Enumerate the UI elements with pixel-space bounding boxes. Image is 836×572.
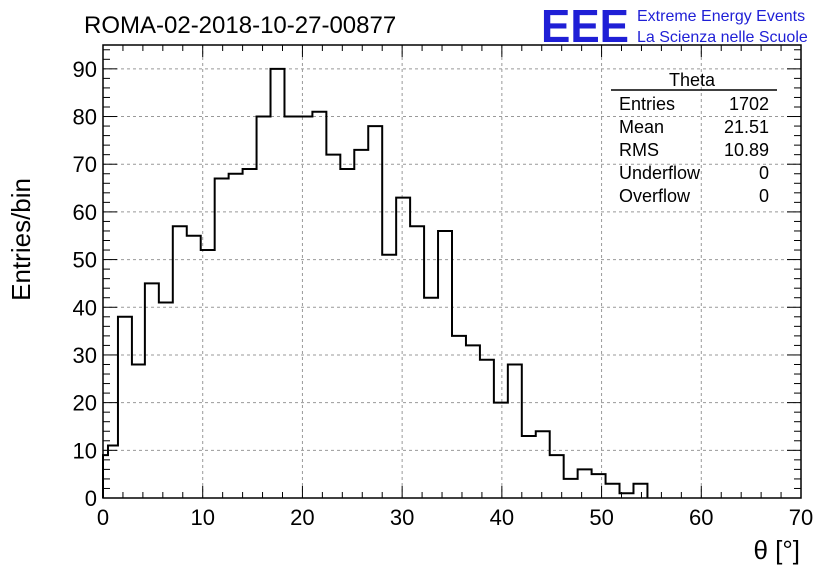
histogram-bin: [633, 484, 647, 498]
stats-value: 10.89: [724, 140, 769, 160]
histogram-bin: [368, 126, 382, 498]
y-tick-labels: 0 10 20 30 40 50 60 70 80 90: [73, 57, 97, 511]
histogram-bin: [145, 283, 159, 498]
y-tick-label: 80: [73, 105, 97, 130]
histogram-bin: [326, 155, 340, 498]
stats-label: Underflow: [619, 163, 701, 183]
histogram-bin: [466, 345, 480, 498]
y-tick-label: 40: [73, 295, 97, 320]
x-tick-label: 20: [290, 505, 314, 530]
histogram-bin: [298, 117, 312, 498]
run-title: ROMA-02-2018-10-27-00877: [84, 12, 396, 39]
logo-line-1: Extreme Energy Events: [637, 8, 805, 25]
stats-value: 21.51: [724, 117, 769, 137]
histogram-bin: [257, 117, 271, 498]
histogram-bin: [354, 150, 368, 498]
y-tick-label: 50: [73, 248, 97, 273]
histogram-bin: [550, 455, 564, 498]
x-tick-label: 40: [490, 505, 514, 530]
y-tick-label: 90: [73, 57, 97, 82]
histogram-bin: [480, 360, 494, 498]
x-tick-labels: 0 10 20 30 40 50 60 70: [97, 505, 813, 530]
stats-value: 1702: [729, 94, 769, 114]
stats-label: Entries: [619, 94, 675, 114]
histogram-bin: [578, 469, 592, 498]
x-tick-label: 10: [190, 505, 214, 530]
y-tick-label: 30: [73, 343, 97, 368]
stats-title: Theta: [669, 70, 716, 90]
histogram-bin: [564, 479, 578, 498]
histogram-bin: [159, 302, 173, 498]
stats-value: 0: [759, 163, 769, 183]
histogram-bin: [187, 236, 201, 498]
plot-frame: [102, 44, 802, 499]
x-tick-label: 70: [789, 505, 813, 530]
y-tick-label: 20: [73, 391, 97, 416]
histogram-bin: [132, 364, 145, 498]
y-tick-label: 60: [73, 200, 97, 225]
histogram-bin: [536, 431, 550, 498]
stats-label: Overflow: [619, 186, 691, 206]
histogram-bin: [452, 336, 466, 498]
histogram-bin: [606, 484, 620, 498]
y-tick-label: 10: [73, 438, 97, 463]
histogram-bars: [103, 69, 647, 498]
histogram-bin: [243, 169, 257, 498]
histogram-bin: [118, 317, 132, 498]
stats-value: 0: [759, 186, 769, 206]
eee-logo: EEE: [541, 0, 629, 52]
x-tick-label: 30: [390, 505, 414, 530]
histogram-bin: [340, 169, 354, 498]
x-axis-title: θ [°]: [753, 535, 800, 565]
logo-line-2: La Scienza nelle Scuole: [637, 29, 808, 46]
x-tick-label: 0: [97, 505, 109, 530]
histogram-bin: [396, 198, 410, 498]
x-tick-label: 60: [689, 505, 713, 530]
histogram-bin: [312, 112, 326, 498]
histogram-bin: [382, 255, 396, 498]
histogram-bin: [508, 364, 522, 498]
histogram-bin: [592, 474, 606, 498]
y-axis-title: Entries/bin: [6, 178, 36, 301]
histogram-outline: [102, 67, 649, 498]
y-tick-label: 70: [73, 152, 97, 177]
histogram-bin: [424, 298, 438, 498]
stats-box: Theta Entries 1702 Mean 21.51 RMS 10.89 Underf…: [611, 70, 777, 206]
stats-label: Mean: [619, 117, 664, 137]
histogram-bin: [271, 69, 285, 498]
histogram-bin: [410, 226, 424, 498]
histogram-bin: [229, 174, 243, 498]
histogram-bin: [108, 446, 118, 498]
histogram-bin: [173, 226, 187, 498]
stats-label: RMS: [619, 140, 659, 160]
axis-ticks: [102, 45, 802, 499]
histogram-bin: [522, 436, 536, 498]
histogram-bin: [215, 179, 229, 498]
x-tick-label: 50: [589, 505, 613, 530]
y-tick-label: 0: [85, 486, 97, 511]
histogram-bin: [438, 231, 452, 498]
